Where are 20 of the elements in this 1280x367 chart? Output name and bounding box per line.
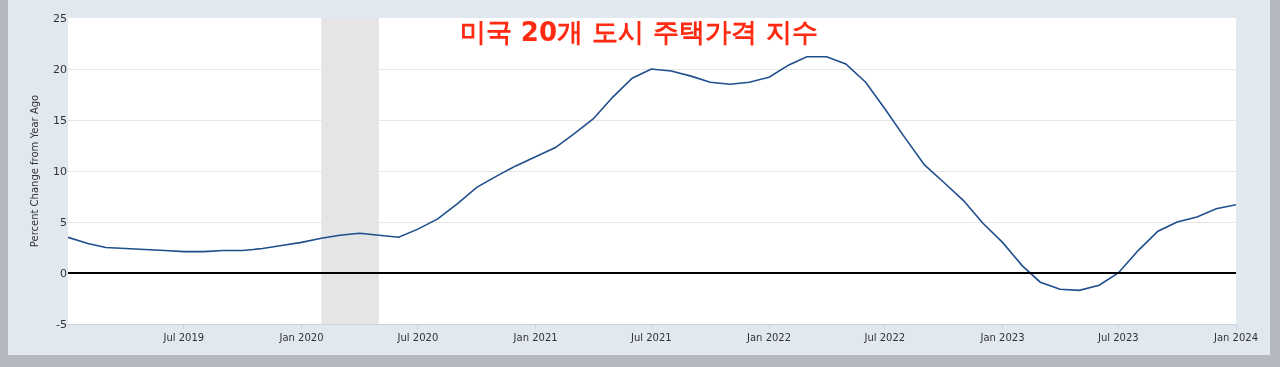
x-tick-label: Jul 2019 (162, 332, 205, 343)
x-tick-label: Jan 2020 (278, 332, 324, 343)
y-tick-label: 10 (53, 164, 67, 178)
x-tick-label: Jul 2023 (1096, 332, 1139, 343)
y-tick-label: -5 (56, 317, 67, 331)
y-tick-label: 5 (60, 215, 67, 229)
x-tick-label: Jan 2022 (746, 332, 792, 343)
y-tick-label: 25 (53, 11, 67, 25)
y-tick-label: 0 (60, 266, 67, 280)
line-series (68, 55, 1236, 292)
y-tick-label: 20 (53, 62, 67, 76)
x-tick-label: Jan 2021 (512, 332, 558, 343)
x-tick-label: Jul 2021 (630, 332, 672, 343)
x-tick-label: Jan 2024 (1212, 332, 1259, 343)
y-axis-title: Percent Change from Year Ago (29, 94, 40, 248)
x-tick-label: Jan 2023 (979, 332, 1025, 343)
x-tick-label: Jul 2020 (396, 332, 439, 343)
x-tick-label: Jul 2022 (863, 332, 906, 343)
chart-title: 미국 20개 도시 주택가격 지수 (459, 17, 819, 48)
y-tick-label: 15 (53, 113, 67, 127)
